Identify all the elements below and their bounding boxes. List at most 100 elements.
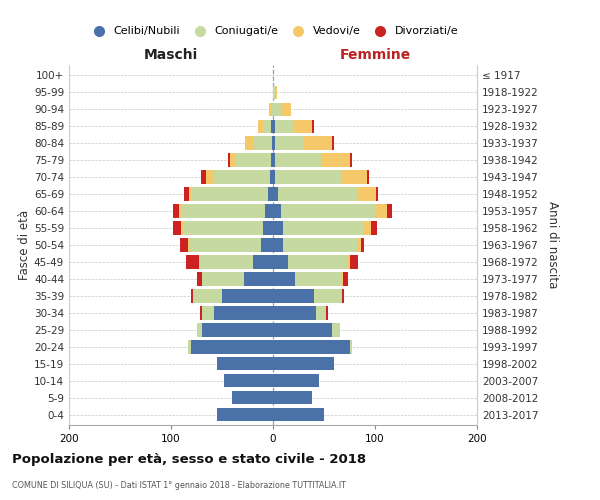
- Bar: [181, 204, 265, 218]
- Bar: [184, 188, 190, 200]
- Legend: Celibi/Nubili, Coniugati/e, Vedovi/e, Divorziati/e: Celibi/Nubili, Coniugati/e, Vedovi/e, Di…: [83, 22, 463, 41]
- Bar: [214, 306, 273, 320]
- Bar: [270, 170, 273, 183]
- Text: COMUNE DI SILIQUA (SU) - Dati ISTAT 1° gennaio 2018 - Elaborazione TUTTITALIA.IT: COMUNE DI SILIQUA (SU) - Dati ISTAT 1° g…: [12, 481, 346, 490]
- Bar: [271, 102, 273, 116]
- Bar: [181, 222, 183, 234]
- Bar: [197, 324, 202, 336]
- Bar: [273, 408, 324, 422]
- Bar: [316, 306, 326, 320]
- Bar: [273, 222, 283, 234]
- Bar: [200, 170, 206, 183]
- Bar: [191, 290, 193, 302]
- Bar: [273, 272, 295, 285]
- Bar: [361, 238, 364, 252]
- Bar: [273, 170, 275, 183]
- Bar: [173, 222, 181, 234]
- Bar: [293, 120, 312, 133]
- Bar: [188, 238, 190, 252]
- Bar: [387, 204, 392, 218]
- Bar: [367, 170, 369, 183]
- Bar: [199, 256, 200, 268]
- Bar: [321, 154, 349, 166]
- Bar: [275, 154, 321, 166]
- Bar: [358, 188, 376, 200]
- Bar: [273, 290, 314, 302]
- Bar: [349, 256, 358, 268]
- Bar: [371, 222, 377, 234]
- Bar: [271, 120, 273, 133]
- Bar: [275, 86, 277, 99]
- Bar: [183, 222, 263, 234]
- Bar: [180, 238, 188, 252]
- Bar: [224, 374, 273, 388]
- Bar: [217, 357, 273, 370]
- Bar: [200, 256, 253, 268]
- Y-axis label: Fasce di età: Fasce di età: [18, 210, 31, 280]
- Bar: [214, 170, 270, 183]
- Bar: [283, 238, 356, 252]
- Bar: [275, 120, 293, 133]
- Bar: [206, 170, 214, 183]
- Bar: [275, 170, 341, 183]
- Bar: [347, 256, 350, 268]
- Bar: [272, 136, 273, 149]
- Text: Popolazione per età, sesso e stato civile - 2018: Popolazione per età, sesso e stato civil…: [12, 452, 366, 466]
- Text: Maschi: Maschi: [144, 48, 198, 62]
- Bar: [273, 204, 281, 218]
- Bar: [190, 188, 191, 200]
- Bar: [332, 324, 340, 336]
- Bar: [289, 256, 347, 268]
- Bar: [244, 272, 273, 285]
- Y-axis label: Anni di nascita: Anni di nascita: [545, 202, 559, 288]
- Bar: [349, 154, 352, 166]
- Bar: [261, 238, 273, 252]
- Bar: [265, 204, 273, 218]
- Bar: [273, 86, 275, 99]
- Bar: [341, 170, 367, 183]
- Bar: [341, 272, 343, 285]
- Bar: [312, 120, 314, 133]
- Bar: [258, 120, 263, 133]
- Bar: [273, 120, 275, 133]
- Bar: [273, 340, 349, 353]
- Bar: [273, 188, 278, 200]
- Bar: [228, 154, 230, 166]
- Bar: [197, 272, 202, 285]
- Bar: [190, 238, 261, 252]
- Bar: [200, 306, 202, 320]
- Bar: [343, 272, 349, 285]
- Bar: [326, 306, 328, 320]
- Bar: [281, 204, 375, 218]
- Bar: [263, 120, 271, 133]
- Bar: [230, 154, 235, 166]
- Bar: [268, 188, 273, 200]
- Bar: [254, 136, 272, 149]
- Bar: [343, 290, 344, 302]
- Bar: [349, 340, 352, 353]
- Bar: [271, 154, 273, 166]
- Bar: [217, 408, 273, 422]
- Bar: [202, 272, 244, 285]
- Bar: [376, 188, 378, 200]
- Bar: [273, 238, 283, 252]
- Bar: [263, 222, 273, 234]
- Bar: [314, 290, 343, 302]
- Bar: [332, 136, 334, 149]
- Bar: [273, 391, 312, 404]
- Bar: [188, 340, 191, 353]
- Bar: [222, 290, 273, 302]
- Bar: [273, 374, 319, 388]
- Bar: [186, 256, 199, 268]
- Bar: [278, 188, 358, 200]
- Bar: [295, 272, 341, 285]
- Bar: [375, 204, 387, 218]
- Bar: [273, 154, 275, 166]
- Bar: [281, 102, 292, 116]
- Bar: [173, 204, 179, 218]
- Text: Femmine: Femmine: [340, 48, 410, 62]
- Bar: [191, 340, 273, 353]
- Bar: [193, 290, 222, 302]
- Bar: [273, 102, 281, 116]
- Bar: [273, 357, 334, 370]
